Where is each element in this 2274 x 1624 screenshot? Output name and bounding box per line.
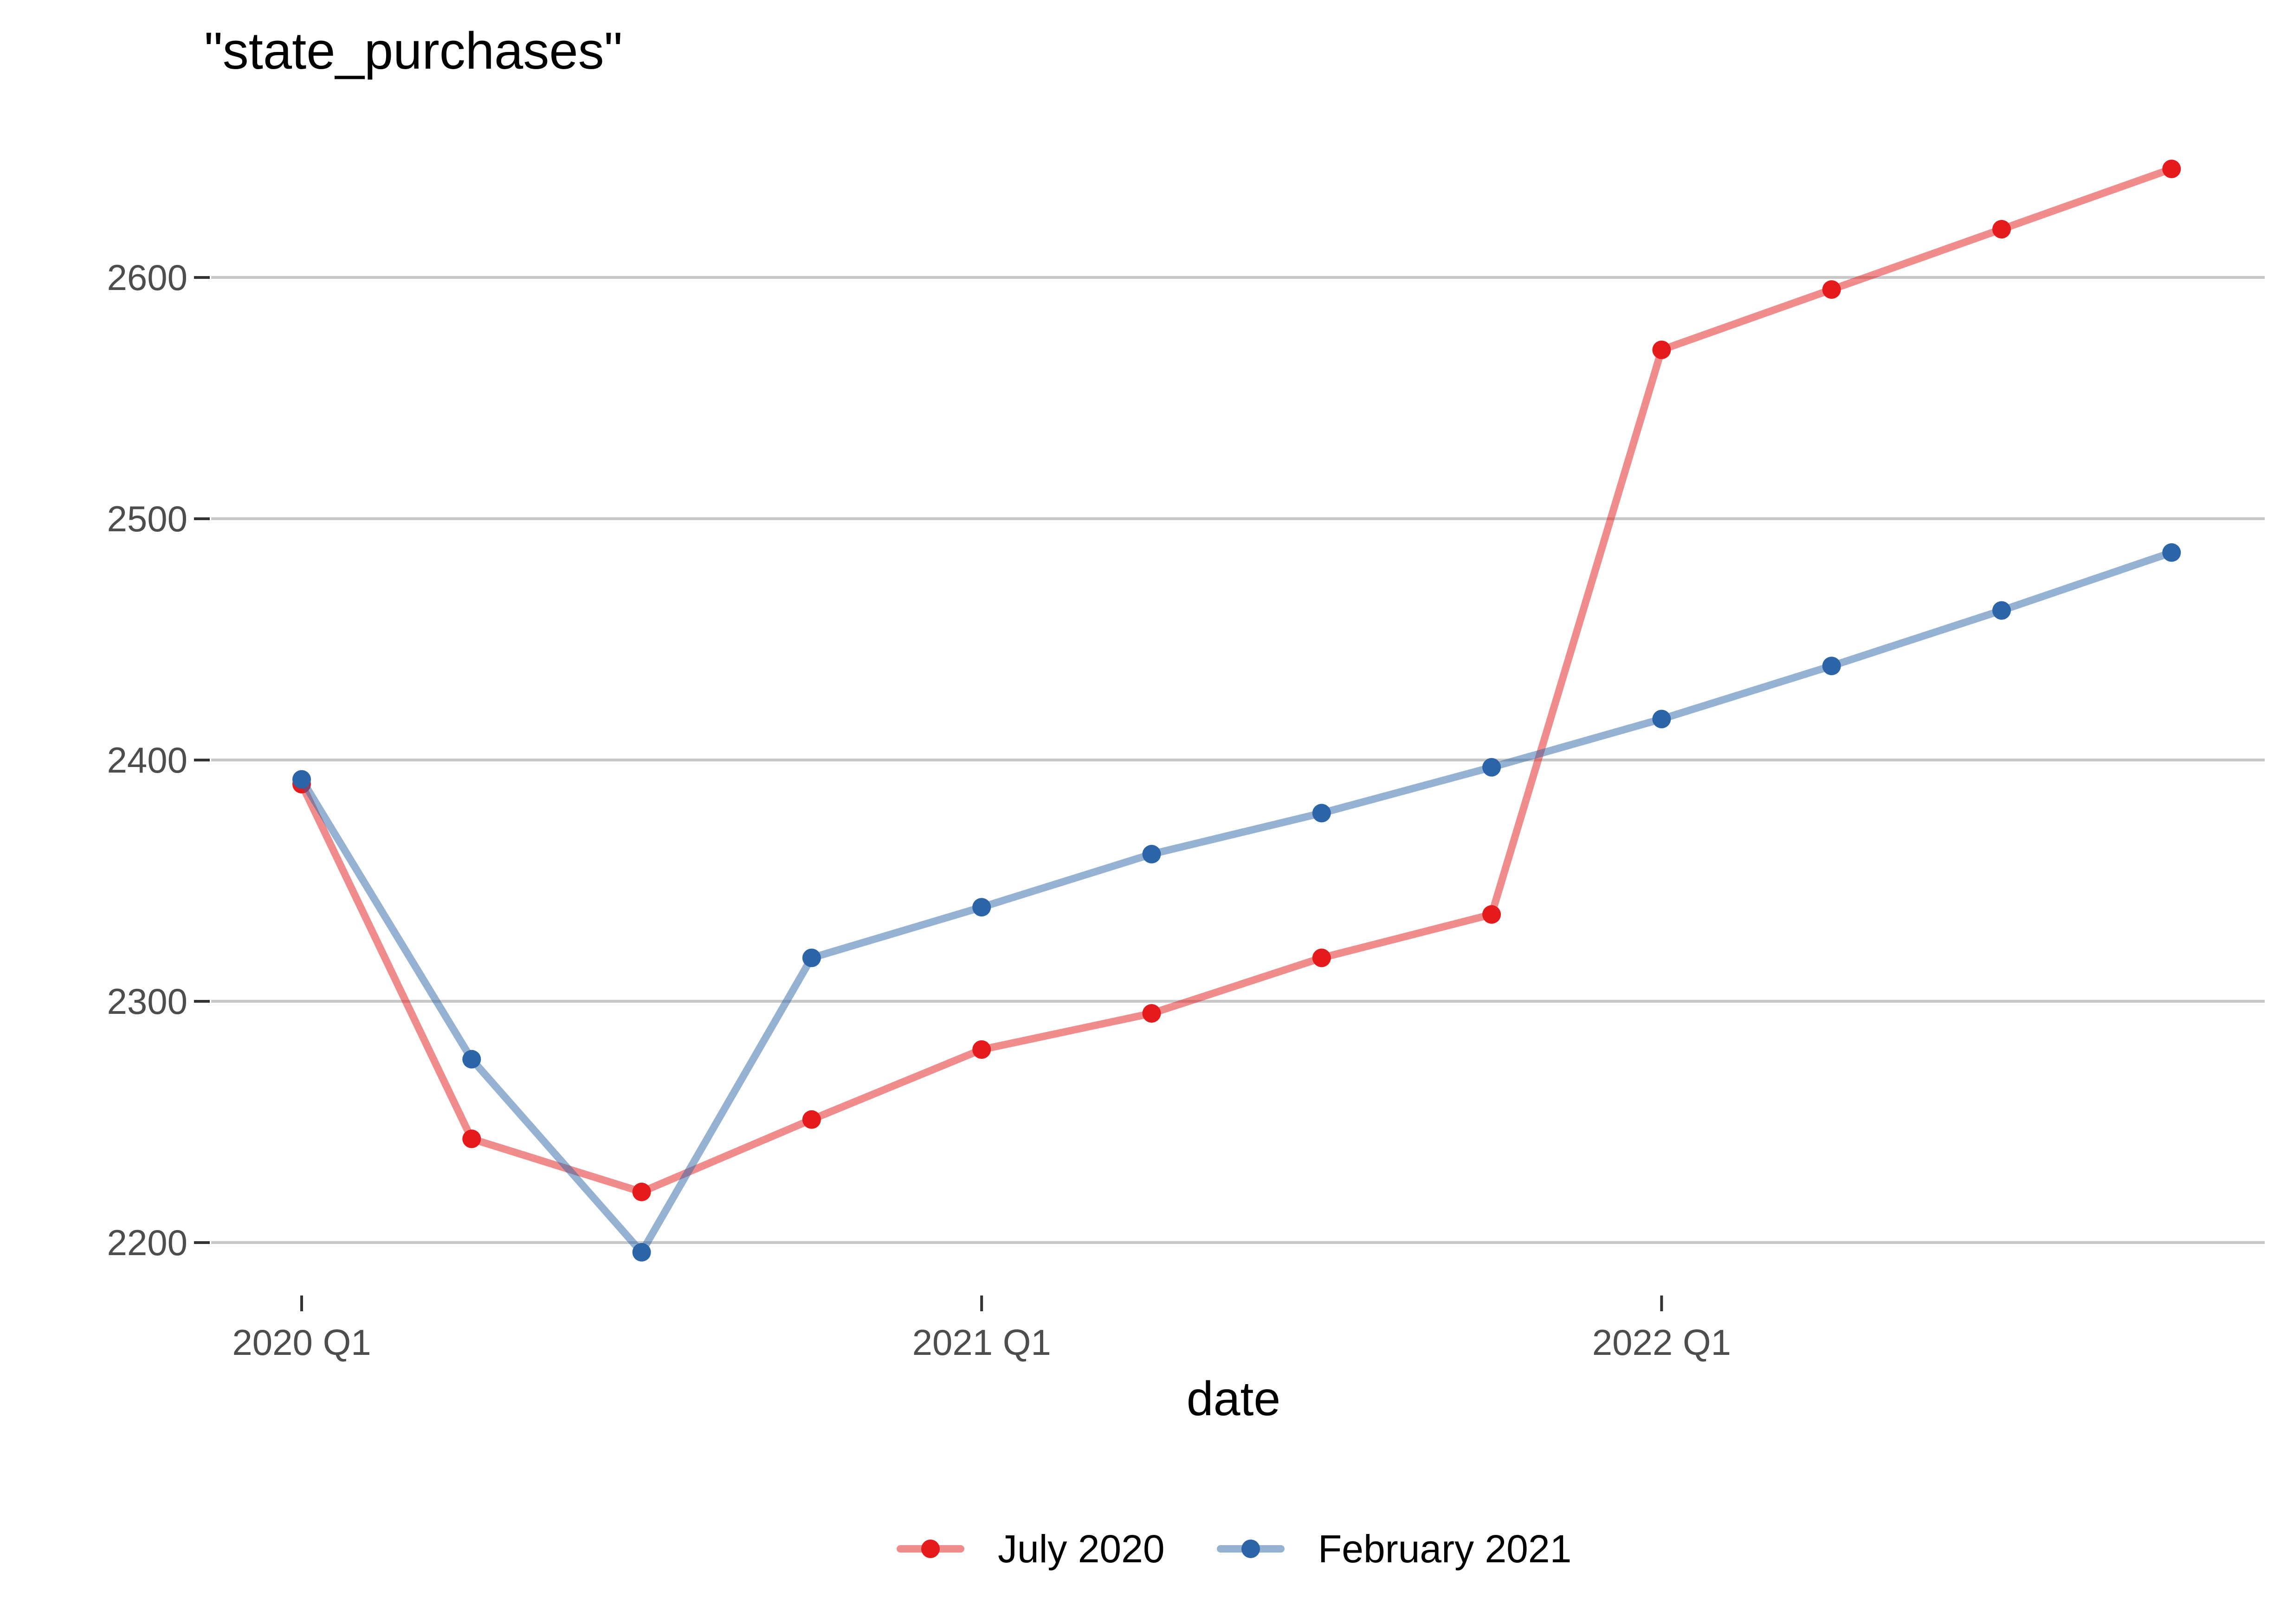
series-february-2021 <box>292 543 2181 1262</box>
data-point-february-2021 <box>1992 601 2011 620</box>
y-tick-label: 2400 <box>107 740 187 780</box>
legend-item-july-2020: July 2020 <box>897 1527 1165 1571</box>
y-axis: 2200 2300 2400 2500 2600 <box>107 257 210 1263</box>
x-tick-label: 2020 Q1 <box>232 1322 371 1363</box>
y-tick-label: 2200 <box>107 1222 187 1263</box>
y-tick-label: 2500 <box>107 498 187 539</box>
x-axis-label: date <box>1187 1372 1280 1426</box>
data-point-july-2020 <box>972 1040 991 1059</box>
data-point-february-2021 <box>1312 804 1331 823</box>
data-point-february-2021 <box>1142 844 1161 864</box>
legend: July 2020 February 2021 <box>897 1527 1571 1571</box>
data-point-july-2020 <box>632 1182 651 1201</box>
data-point-february-2021 <box>1822 657 1841 676</box>
data-point-february-2021 <box>1652 709 1671 728</box>
legend-label: February 2021 <box>1318 1527 1571 1571</box>
legend-item-february-2021: February 2021 <box>1217 1527 1571 1571</box>
x-tick-label: 2021 Q1 <box>912 1322 1051 1363</box>
data-point-february-2021 <box>292 770 311 789</box>
series-line-july-2020 <box>298 165 2176 1196</box>
y-tick-label: 2600 <box>107 257 187 298</box>
legend-label: July 2020 <box>998 1527 1165 1571</box>
series-line-february-2021 <box>298 548 2176 1256</box>
data-point-july-2020 <box>1482 905 1501 924</box>
series-july-2020 <box>292 160 2181 1201</box>
data-point-february-2021 <box>802 948 821 967</box>
data-point-july-2020 <box>462 1129 481 1148</box>
data-point-july-2020 <box>2162 160 2181 178</box>
y-tick-label: 2300 <box>107 981 187 1022</box>
x-axis: 2020 Q1 2021 Q1 2022 Q1 <box>232 1295 1731 1363</box>
data-point-july-2020 <box>1822 280 1841 299</box>
data-point-july-2020 <box>1992 220 2011 238</box>
series-group <box>292 160 2181 1262</box>
data-point-july-2020 <box>802 1110 821 1129</box>
data-point-february-2021 <box>972 898 991 917</box>
legend-key-point <box>921 1540 940 1558</box>
data-point-february-2021 <box>462 1050 481 1069</box>
data-point-july-2020 <box>1652 341 1671 359</box>
grid-lines <box>211 276 2265 1244</box>
x-tick-label: 2022 Q1 <box>1592 1322 1731 1363</box>
data-point-february-2021 <box>2162 543 2181 562</box>
data-point-february-2021 <box>632 1243 651 1262</box>
chart-title: "state_purchases" <box>204 22 622 80</box>
data-point-july-2020 <box>1312 948 1331 967</box>
data-point-february-2021 <box>1482 758 1501 777</box>
legend-key-point <box>1241 1540 1260 1558</box>
data-point-july-2020 <box>1142 1004 1161 1023</box>
